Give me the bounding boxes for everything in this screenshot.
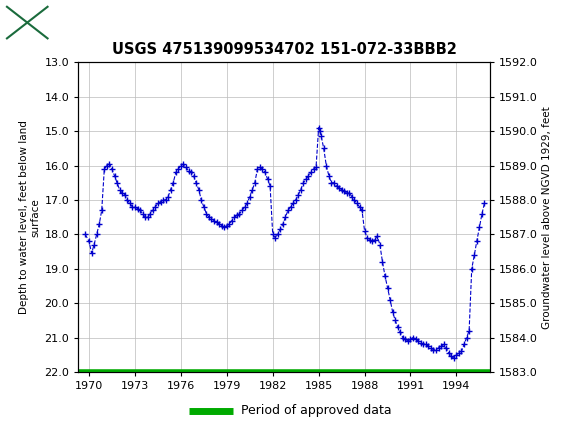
Title: USGS 475139099534702 151-072-33BBB2: USGS 475139099534702 151-072-33BBB2 [112, 42, 456, 57]
Text: Period of approved data: Period of approved data [241, 404, 392, 417]
Y-axis label: Groundwater level above NGVD 1929, feet: Groundwater level above NGVD 1929, feet [542, 106, 552, 329]
Y-axis label: Depth to water level, feet below land
surface: Depth to water level, feet below land su… [19, 120, 40, 314]
Text: USGS: USGS [55, 14, 110, 31]
FancyBboxPatch shape [7, 7, 48, 38]
